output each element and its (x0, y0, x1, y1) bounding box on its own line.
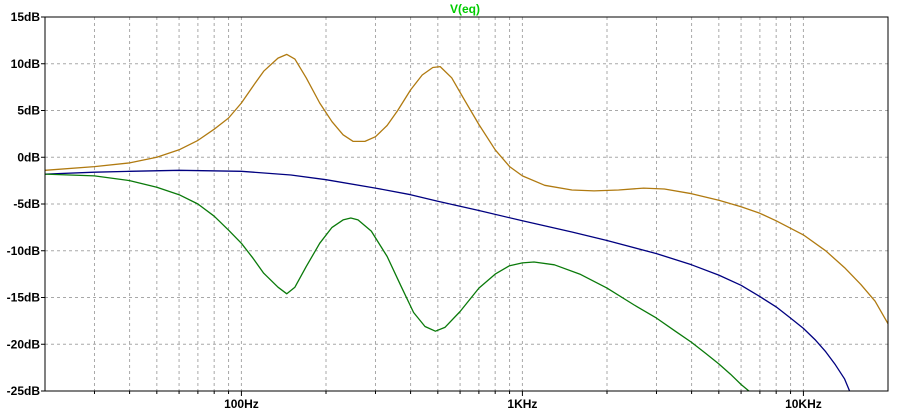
y-tick-label: -20dB (7, 337, 41, 351)
y-tick-label: -5dB (13, 197, 40, 211)
series-group (44, 53, 889, 392)
series-line-1 (44, 53, 889, 325)
y-axis-ticks: 15dB 10dB 5dB 0dB -5dB -10dB -15dB -20dB -25dB (7, 10, 45, 398)
y-tick-label: -25dB (7, 384, 41, 398)
chart-title: V(eq) (450, 2, 480, 16)
y-tick-label: -10dB (7, 244, 41, 258)
y-tick-label: 5dB (17, 104, 40, 118)
y-tick-label: 0dB (17, 150, 40, 164)
x-tick-label: 10KHz (785, 397, 822, 411)
grid (45, 17, 888, 391)
x-axis-ticks: 100Hz 1KHz 10KHz (93, 391, 822, 411)
y-tick-label: 10dB (11, 57, 41, 71)
series-line-2 (44, 169, 851, 392)
series-line-3 (44, 173, 750, 392)
y-tick-label: 15dB (11, 10, 41, 24)
y-tick-label: -15dB (7, 291, 41, 305)
x-tick-label: 100Hz (224, 397, 259, 411)
x-tick-label: 1KHz (507, 397, 537, 411)
